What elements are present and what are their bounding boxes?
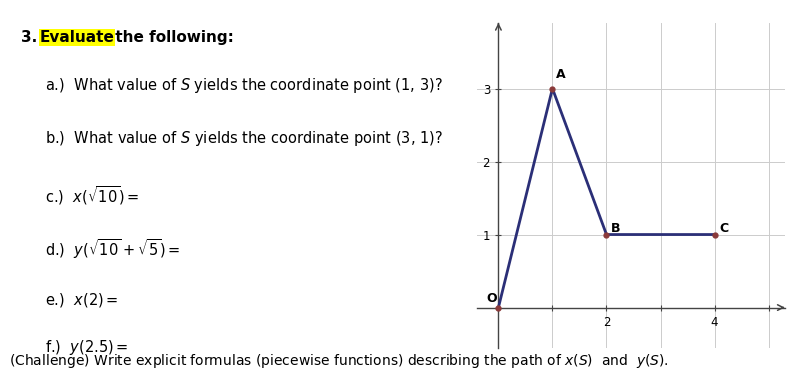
Text: the following:: the following: xyxy=(110,30,234,45)
Text: A: A xyxy=(556,68,566,81)
Text: O: O xyxy=(486,291,497,305)
Text: b.)  What value of $S$ yields the coordinate point (3, 1)?: b.) What value of $S$ yields the coordin… xyxy=(46,129,443,148)
Text: c.)  $x(\sqrt{10})=$: c.) $x(\sqrt{10})=$ xyxy=(46,184,139,207)
Text: e.)  $x(2)=$: e.) $x(2)=$ xyxy=(46,291,118,309)
Text: a.)  What value of $S$ yields the coordinate point (1, 3)?: a.) What value of $S$ yields the coordin… xyxy=(46,76,443,95)
Text: Evaluate: Evaluate xyxy=(39,30,114,45)
Text: B: B xyxy=(611,222,621,234)
Text: f.)  $y(2.5)=$: f.) $y(2.5)=$ xyxy=(46,338,129,357)
Text: C: C xyxy=(719,222,729,234)
Text: (Challenge) Write explicit formulas (piecewise functions) describing the path of: (Challenge) Write explicit formulas (pie… xyxy=(9,353,668,370)
Text: d.)  $y(\sqrt{10}+\sqrt{5})=$: d.) $y(\sqrt{10}+\sqrt{5})=$ xyxy=(46,238,181,261)
Text: 3.: 3. xyxy=(22,30,41,45)
